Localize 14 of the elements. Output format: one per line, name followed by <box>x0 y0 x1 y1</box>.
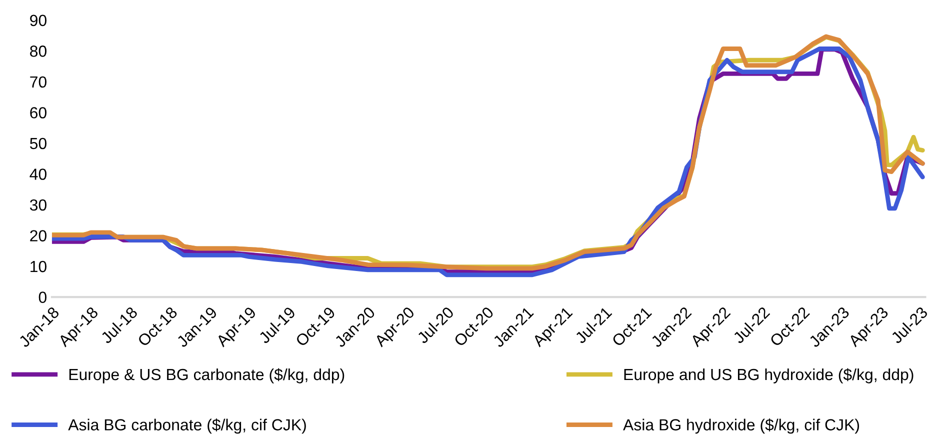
y-tick-label: 0 <box>38 292 46 303</box>
y-tick-label: 50 <box>30 138 46 150</box>
legend-label: Asia BG carbonate ($/kg, cif CJK) <box>68 418 306 434</box>
legend-label: Asia BG hydroxide ($/kg, cif CJK) <box>623 418 860 434</box>
y-tick-label: 10 <box>30 260 46 272</box>
y-tick-label: 20 <box>30 230 46 242</box>
legend-label: Europe and US BG hydroxide ($/kg, ddp) <box>624 368 914 384</box>
y-tick-label: 60 <box>30 107 46 118</box>
y-tick-label: 90 <box>30 14 46 26</box>
y-tick-label: 80 <box>30 46 46 57</box>
y-tick-label: 40 <box>30 168 46 180</box>
y-tick-label: 70 <box>30 76 46 88</box>
y-tick-label: 30 <box>30 199 46 211</box>
legend-label: Europe & US BG carbonate ($/kg, ddp) <box>69 368 344 384</box>
